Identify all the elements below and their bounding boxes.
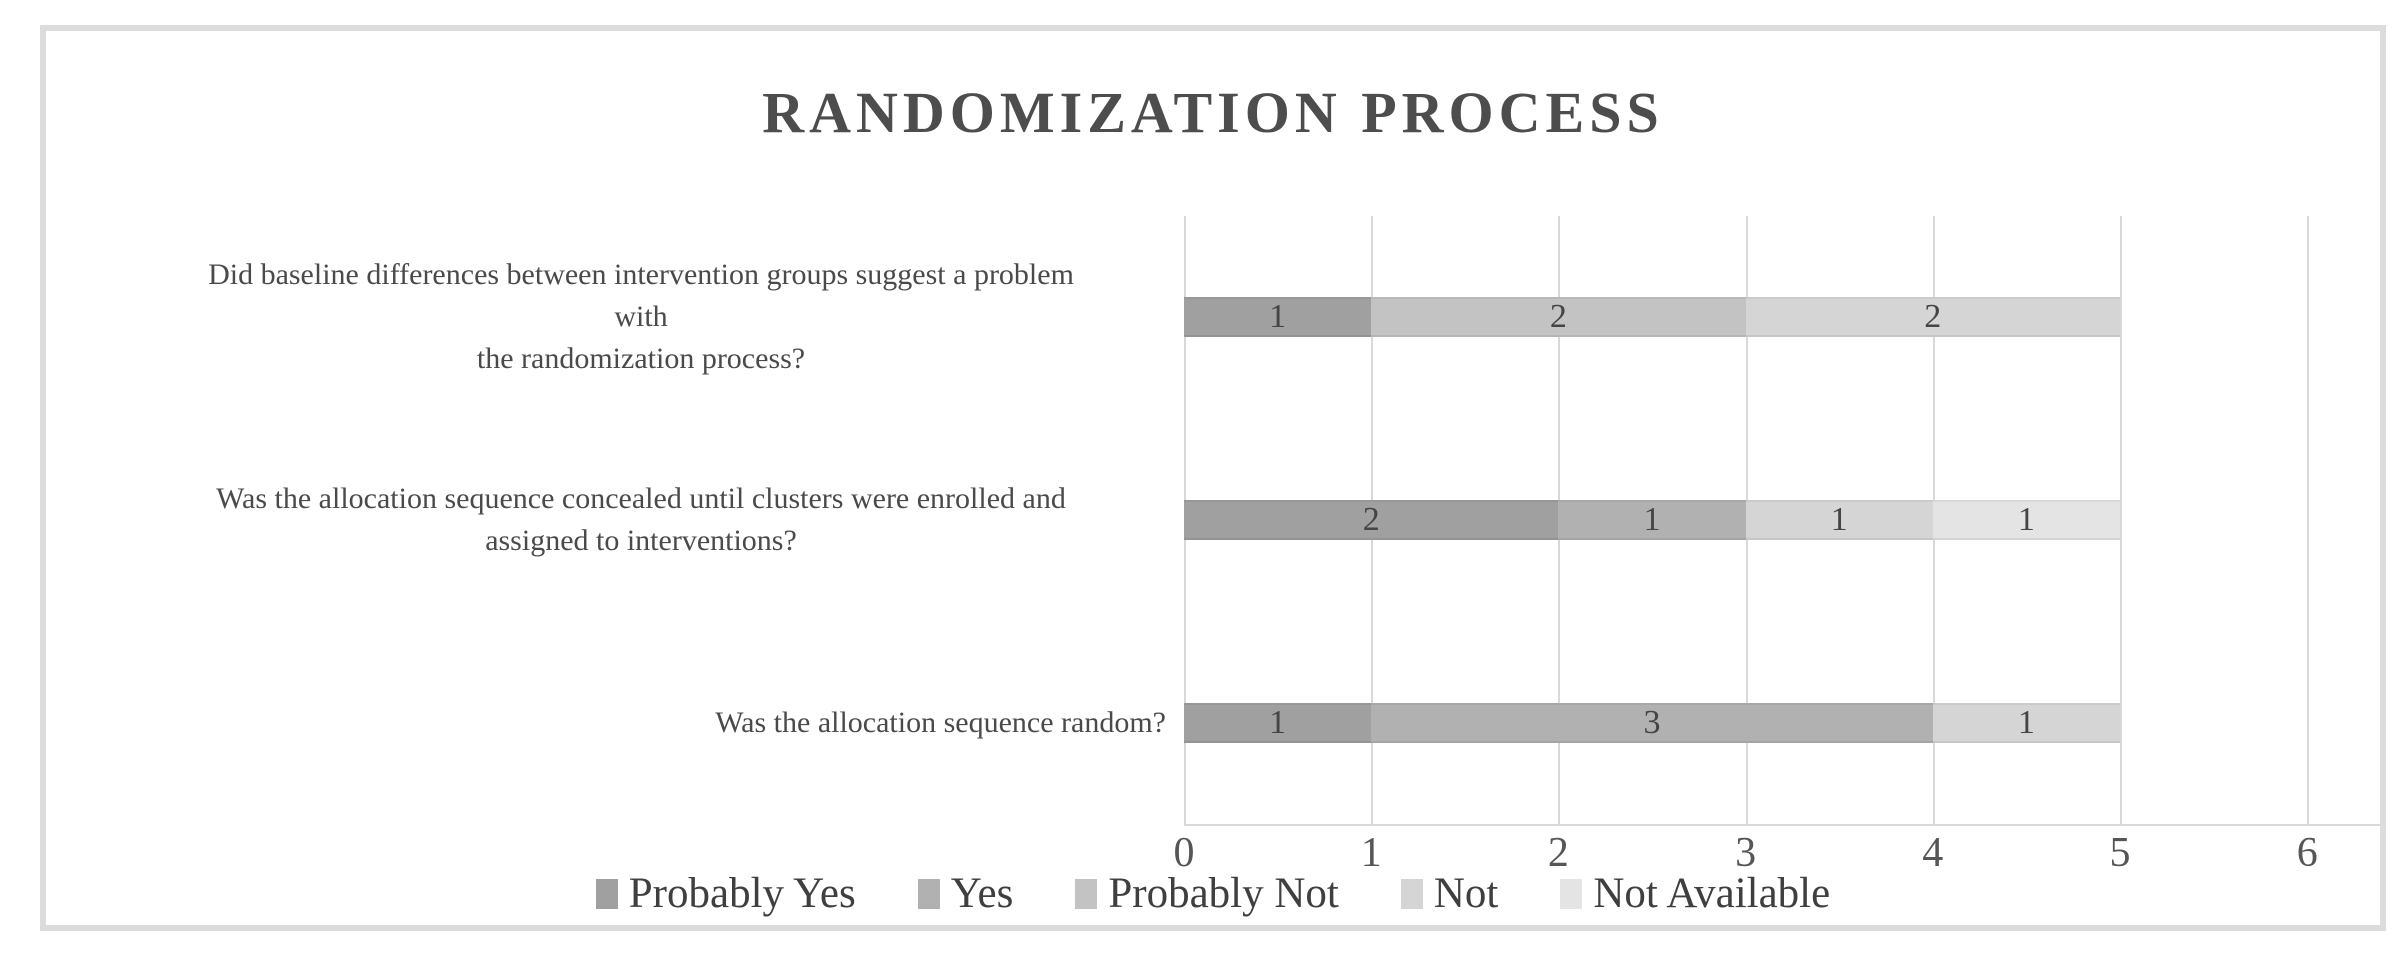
bar-segment: 1	[1745, 500, 1933, 540]
bar-segment: 1	[1932, 702, 2120, 743]
legend-item: Probably Not	[1075, 869, 1339, 918]
legend-item: Yes	[917, 869, 1014, 918]
legend-label: Probably Not	[1108, 870, 1339, 917]
bar-segment: 1	[1184, 297, 1372, 338]
legend-swatch-icon	[595, 878, 618, 909]
x-tick-label: 2	[1547, 830, 1569, 876]
x-tick-label: 6	[2296, 830, 2318, 876]
category-label-line: assigned to interventions?	[485, 523, 797, 557]
bar-segment: 1	[1558, 500, 1746, 540]
category-label: Was the allocation sequence concealed un…	[116, 419, 1166, 622]
legend-swatch-icon	[917, 878, 940, 909]
x-axis: 0 1 2 3 4 5 6	[1174, 829, 2380, 879]
bar-segment: 3	[1371, 702, 1933, 743]
x-tick-label: 3	[1735, 830, 1757, 876]
bar-segment: 2	[1745, 297, 2120, 338]
category-label-line: Was the allocation sequence random?	[715, 705, 1166, 739]
x-tick-label: 1	[1360, 830, 1382, 876]
bar-segment: 1	[1184, 702, 1372, 743]
chart-frame: RANDOMIZATION PROCESS Did baseline diffe…	[40, 25, 2386, 931]
x-tick-label: 0	[1173, 830, 1195, 876]
bar-segment: 2	[1371, 297, 1746, 338]
x-tick-label: 5	[2109, 830, 2131, 876]
legend-label: Yes	[950, 870, 1014, 917]
category-label-line: the randomization process?	[476, 342, 806, 376]
gridline	[2120, 216, 2122, 824]
category-axis: Did baseline differences between interve…	[116, 216, 1166, 824]
x-tick-label: 4	[1922, 830, 1944, 876]
bar-segment: 2	[1184, 500, 1559, 540]
legend-swatch-icon	[1400, 878, 1423, 909]
category-label: Did baseline differences between interve…	[116, 216, 1166, 419]
legend-swatch-icon	[1075, 878, 1098, 909]
category-label-line: Did baseline differences between interve…	[208, 258, 1074, 292]
category-label-line: with	[614, 300, 668, 334]
gridline	[2307, 216, 2310, 824]
chart-title: RANDOMIZATION PROCESS	[762, 80, 1664, 145]
legend-swatch-icon	[1560, 878, 1583, 909]
legend-label: Not Available	[1593, 870, 1831, 917]
category-label-line: Was the allocation sequence concealed un…	[216, 481, 1066, 515]
category-label: Was the allocation sequence random?	[116, 621, 1166, 824]
legend-item: Not	[1400, 869, 1499, 918]
legend-item: Probably Yes	[595, 869, 856, 918]
legend: Probably Yes Yes Probably Not Not Not Availa…	[46, 869, 2380, 918]
bar-segment: 1	[1932, 500, 2120, 540]
legend-label: Probably Yes	[628, 870, 856, 917]
legend-item: Not Available	[1560, 869, 1830, 918]
legend-label: Not	[1433, 870, 1499, 917]
